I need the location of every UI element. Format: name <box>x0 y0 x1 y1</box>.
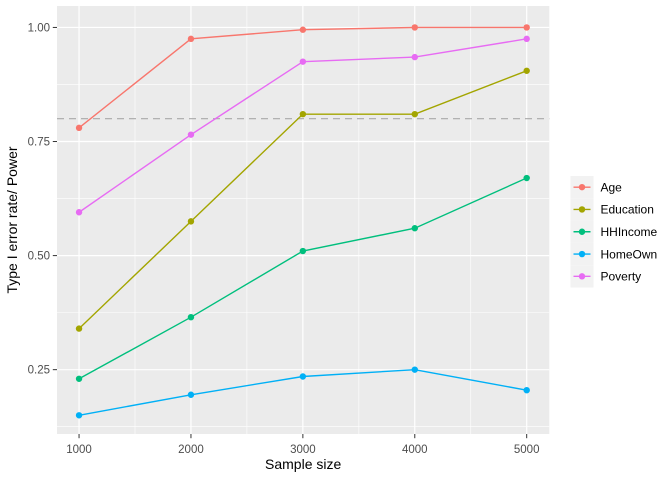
data-point-age <box>523 24 530 31</box>
data-point-poverty <box>411 53 418 61</box>
x-tick-label: 2000 <box>178 444 204 456</box>
legend-key-point <box>578 273 586 280</box>
data-point-hhincome <box>187 313 195 321</box>
legend-key-point <box>578 206 586 213</box>
data-point-hhincome <box>299 247 307 255</box>
data-point-homeown <box>523 386 530 394</box>
x-tick-label: 4000 <box>402 444 428 456</box>
data-point-poverty <box>523 35 530 43</box>
data-point-poverty <box>299 58 307 65</box>
legend-label-education: Education <box>601 203 654 217</box>
data-point-homeown <box>187 391 195 398</box>
legend-label-age: Age <box>601 180 623 194</box>
y-tick-label: 0.50 <box>28 251 50 263</box>
data-point-homeown <box>411 366 418 373</box>
x-tick-label: 5000 <box>514 444 540 456</box>
legend-key-point <box>578 250 586 258</box>
legend: Age Education HHIncome HomeOwn Poverty <box>570 176 658 288</box>
data-point-age <box>299 26 307 33</box>
x-tick-label: 1000 <box>66 444 92 456</box>
data-point-poverty <box>187 131 195 138</box>
legend-key-point <box>578 183 586 191</box>
y-axis-title: Type I error rate/ Power <box>4 146 20 293</box>
data-point-poverty <box>75 209 83 216</box>
y-tick-label: 0.75 <box>28 137 50 149</box>
data-point-education <box>411 110 418 118</box>
x-axis-title: Sample size <box>265 456 341 472</box>
data-point-education <box>299 110 307 118</box>
data-point-age <box>187 35 195 43</box>
data-point-education <box>523 67 530 74</box>
legend-label-homeown: HomeOwn <box>601 247 658 261</box>
data-point-hhincome <box>523 174 530 182</box>
data-point-age <box>75 124 83 132</box>
legend-label-poverty: Poverty <box>601 270 642 284</box>
data-point-hhincome <box>411 225 418 232</box>
data-point-homeown <box>299 373 307 380</box>
data-point-age <box>411 24 418 31</box>
y-tick-label: 1.00 <box>28 22 50 34</box>
x-tick-label: 3000 <box>290 444 316 456</box>
y-tick-label: 0.25 <box>28 365 50 377</box>
legend-key-point <box>578 228 586 235</box>
legend-label-hhincome: HHIncome <box>601 225 658 239</box>
data-point-hhincome <box>75 375 83 382</box>
data-point-homeown <box>75 412 83 419</box>
data-point-education <box>75 325 83 332</box>
data-point-education <box>187 218 195 225</box>
